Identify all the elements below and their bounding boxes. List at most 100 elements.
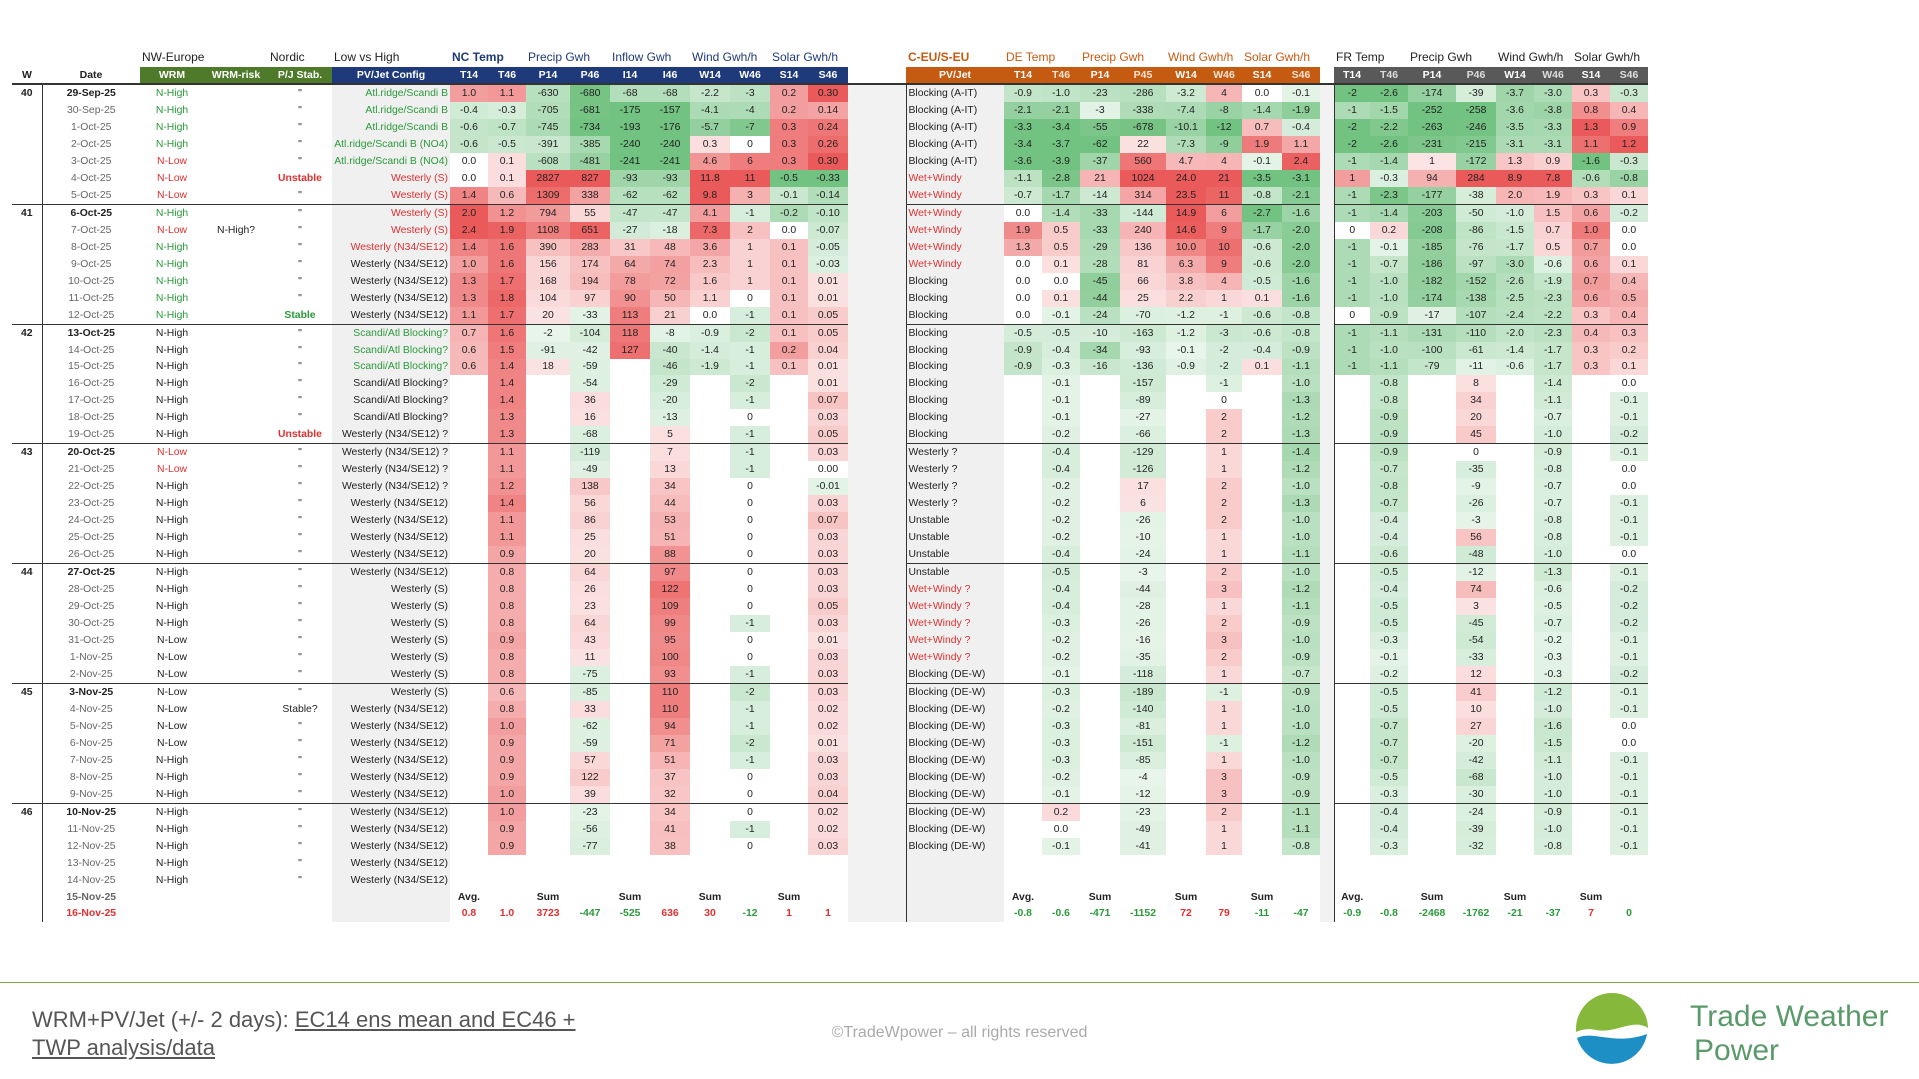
table-cell: Blocking (DE-W) xyxy=(906,751,1004,769)
footer-divider xyxy=(0,982,1919,983)
table-cell xyxy=(848,665,907,684)
table-cell xyxy=(1572,802,1610,821)
table-cell: -0.1 xyxy=(1610,443,1648,462)
table-cell xyxy=(690,786,730,803)
table-cell: -1.6 xyxy=(1282,289,1320,307)
table-cell: -1.5 xyxy=(1534,734,1572,752)
table-cell: -0.1 xyxy=(1610,802,1648,821)
table-cell: Westerly (N34/SE12) xyxy=(332,512,450,530)
table-cell: -1.6 xyxy=(1282,272,1320,290)
table-cell xyxy=(1408,546,1456,563)
table-cell: -0.2 xyxy=(1042,632,1080,649)
table-cell: -1 xyxy=(1206,375,1242,393)
table-cell: 4-Nov-25 xyxy=(69,703,113,715)
table-cell: -1.0 xyxy=(1282,478,1320,496)
table-cell: 0.01 xyxy=(808,272,848,290)
table-row: 3-Oct-25 N-Low " Atl.ridge/Scandi B (NO4) 0.… xyxy=(12,152,1648,170)
table-cell xyxy=(690,682,730,701)
table-cell: 0.1 xyxy=(488,169,526,187)
table-cell xyxy=(450,546,488,563)
table-cell xyxy=(848,683,907,701)
table-row: 17-Oct-25 N-High " Scandi/Atl Blocking? 1.4 3… xyxy=(12,392,1648,410)
table-cell: -1 xyxy=(1206,734,1242,752)
table-cell: 3-Nov-25 xyxy=(42,682,140,701)
table-cell: 1.4 xyxy=(488,375,526,393)
table-cell xyxy=(690,872,730,889)
table-cell: Atl.ridge/Scandi B xyxy=(332,83,450,102)
table-cell: 0 xyxy=(747,771,753,783)
col-header: P14 xyxy=(526,67,570,85)
table-cell: -0.1 xyxy=(1610,495,1648,513)
table-cell: -240 xyxy=(610,135,650,153)
table-cell xyxy=(610,581,650,598)
table-cell: N-High xyxy=(155,361,189,373)
table-cell xyxy=(848,186,907,205)
col-header: P14 xyxy=(1080,67,1120,85)
caption-link-2[interactable]: TWP analysis/data xyxy=(32,1035,216,1060)
table-cell: 3 xyxy=(1206,632,1242,649)
table-cell: -0.2 xyxy=(770,203,808,222)
table-cell xyxy=(1320,803,1335,821)
table-row: 11-Oct-25 N-High " Westerly (N34/SE12) 1.3 1.… xyxy=(12,289,1648,307)
table-cell: -1.7 xyxy=(1534,341,1572,359)
table-cell xyxy=(1334,392,1370,409)
table-cell: 0.6 xyxy=(1572,289,1610,307)
table-cell: -0.6 xyxy=(1534,581,1572,599)
table-cell xyxy=(1004,838,1042,855)
brand-name: Trade Weather Power xyxy=(1690,1000,1888,1068)
table-cell xyxy=(650,889,690,906)
table-cell: Scandi/Atl Blocking? xyxy=(332,358,450,376)
table-row: 2-Nov-25 N-Low " Westerly (S) 0.8 -75 93 -1 0.03… xyxy=(12,665,1648,684)
table-cell xyxy=(12,118,43,136)
table-cell: 97 xyxy=(650,563,690,582)
table-cell: 794 xyxy=(526,203,570,222)
table-cell: Wet+Windy xyxy=(906,221,1004,239)
table-cell xyxy=(848,871,907,889)
table-cell: -11 xyxy=(1254,908,1270,920)
table-cell xyxy=(204,119,268,136)
table-cell: 0.1 xyxy=(770,358,808,376)
table-cell: N-Low xyxy=(156,172,188,184)
table-cell: -0.3 xyxy=(1042,751,1080,769)
table-cell: -193 xyxy=(610,118,650,136)
table-cell: -1 xyxy=(730,751,770,769)
table-cell xyxy=(1408,802,1456,821)
table-cell: Scandi/Atl Blocking? xyxy=(332,409,450,427)
table-cell: 25 xyxy=(570,529,610,547)
table-cell: -447 xyxy=(579,908,601,920)
table-cell xyxy=(690,718,730,735)
table-cell xyxy=(1004,632,1042,649)
table-cell: 24.0 xyxy=(1166,169,1206,187)
table-cell xyxy=(1080,855,1120,872)
table-cell xyxy=(1320,392,1335,410)
col-header: S46 xyxy=(1610,67,1648,85)
table-cell: -1.0 xyxy=(1282,563,1320,582)
table-cell: -0.6 xyxy=(1242,306,1282,325)
table-cell: 0 xyxy=(730,802,770,821)
table-cell: 48 xyxy=(650,238,690,256)
table-cell: 6 xyxy=(1206,203,1242,222)
table-row: 13-Nov-25 N-High " Westerly (N34/SE12) xyxy=(12,854,1648,872)
table-cell xyxy=(450,581,488,598)
table-cell xyxy=(204,307,268,324)
table-cell xyxy=(1004,821,1042,838)
table-cell: 94 xyxy=(650,717,690,735)
table-cell: 0.6 xyxy=(488,186,526,205)
table-cell: -0.9 xyxy=(690,323,730,342)
table-cell xyxy=(1242,838,1282,855)
table-cell xyxy=(1320,512,1335,530)
table-cell xyxy=(1320,324,1335,342)
table-cell: -85 xyxy=(570,682,610,701)
table-cell: -1.3 xyxy=(1282,495,1320,513)
table-cell xyxy=(690,461,730,478)
table-cell: 0 xyxy=(747,601,753,613)
group-header: Solar Gwh/h xyxy=(1244,50,1311,64)
table-cell: -681 xyxy=(570,101,610,119)
table-cell xyxy=(1370,855,1408,872)
col-header: WRM-risk xyxy=(204,67,268,85)
caption-link-1[interactable]: EC14 ens mean and EC46 + xyxy=(294,1007,576,1032)
table-cell xyxy=(1004,718,1042,735)
table-cell: 194 xyxy=(570,272,610,290)
table-cell xyxy=(12,392,43,410)
table-cell xyxy=(1282,872,1320,889)
